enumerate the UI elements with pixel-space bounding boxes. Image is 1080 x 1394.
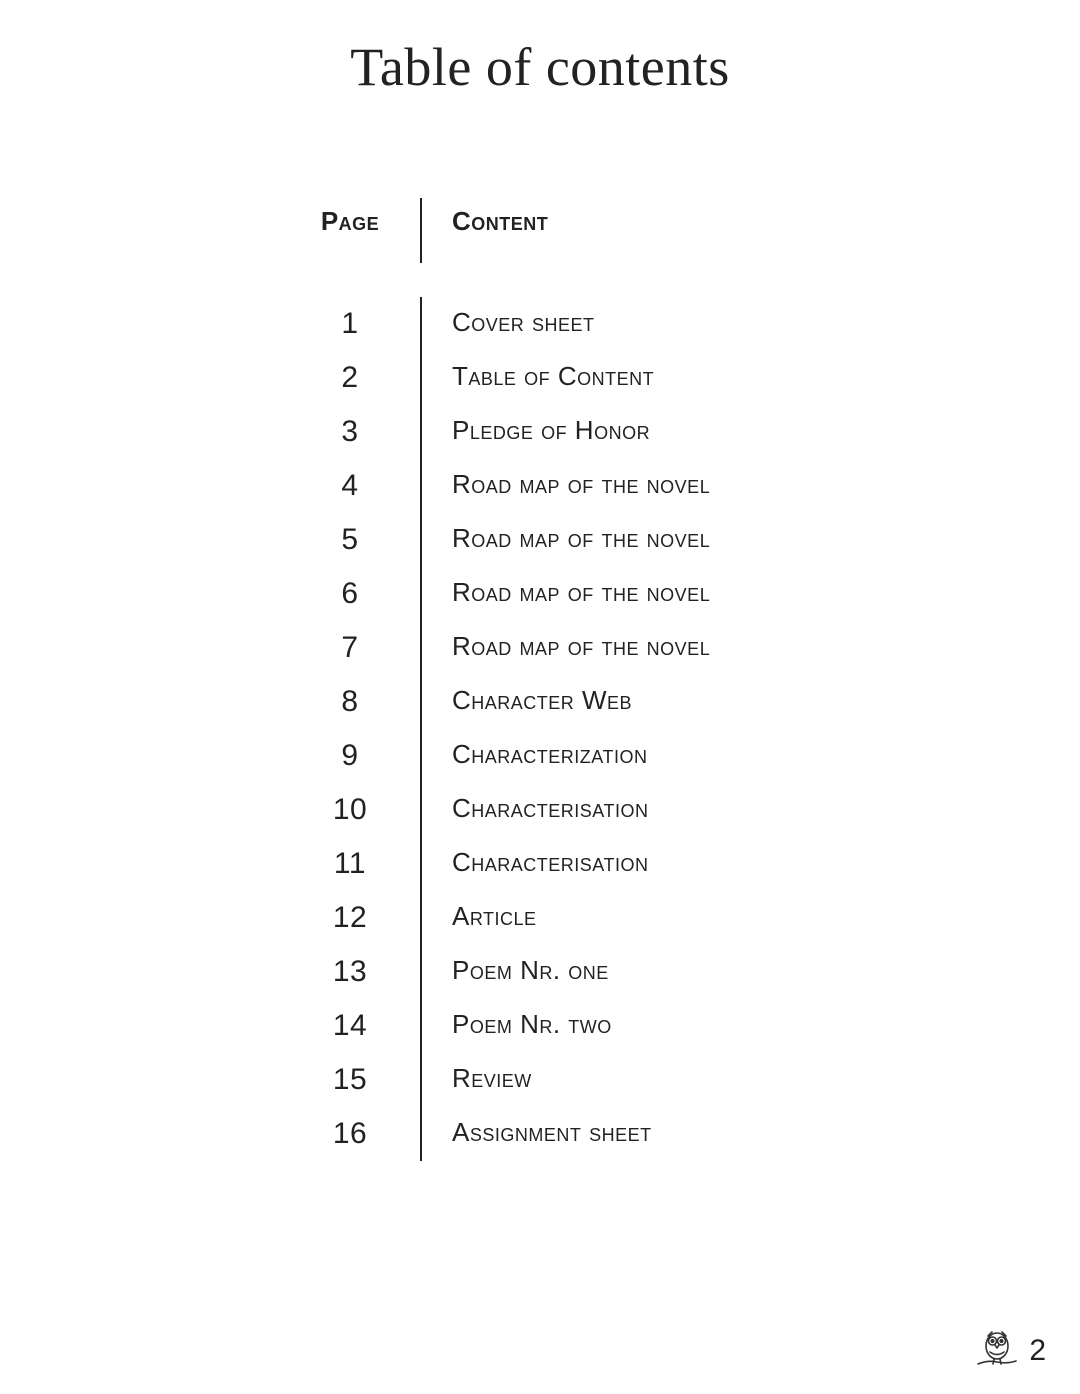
toc-row: 11Characterisation [280,837,800,891]
toc-body: 1Cover sheet2Table of Content3Pledge of … [280,297,800,1161]
toc-content-label: Cover sheet [422,297,800,351]
table-of-contents: Page Content 1Cover sheet2Table of Conte… [280,198,800,1161]
toc-page-number: 7 [280,621,420,675]
document-page: Table of contents Page Content 1Cover sh… [0,0,1080,1394]
toc-row: 7Road map of the novel [280,621,800,675]
toc-page-number: 4 [280,459,420,513]
toc-row: 16Assignment sheet [280,1107,800,1161]
toc-content-label: Article [422,891,800,945]
toc-row: 9Characterization [280,729,800,783]
toc-page-number: 8 [280,675,420,729]
toc-page-number: 15 [280,1053,420,1107]
toc-content-label: Assignment sheet [422,1107,800,1161]
toc-page-number: 1 [280,297,420,351]
toc-page-number: 3 [280,405,420,459]
toc-page-number: 6 [280,567,420,621]
toc-content-label: Road map of the novel [422,621,800,675]
toc-content-label: Poem Nr. one [422,945,800,999]
column-header-page: Page [280,198,420,263]
toc-row: 10Characterisation [280,783,800,837]
owl-icon [976,1324,1018,1372]
toc-page-number: 5 [280,513,420,567]
toc-page-number: 2 [280,351,420,405]
toc-page-number: 14 [280,999,420,1053]
toc-content-label: Poem Nr. two [422,999,800,1053]
toc-content-label: Character Web [422,675,800,729]
toc-content-label: Characterisation [422,837,800,891]
toc-page-number: 10 [280,783,420,837]
toc-row: 5Road map of the novel [280,513,800,567]
toc-page-number: 12 [280,891,420,945]
toc-content-label: Table of Content [422,351,800,405]
page-title: Table of contents [0,36,1080,98]
toc-row: 6Road map of the novel [280,567,800,621]
toc-row: 8Character Web [280,675,800,729]
toc-row: 1Cover sheet [280,297,800,351]
toc-page-number: 13 [280,945,420,999]
toc-content-label: Road map of the novel [422,459,800,513]
toc-content-label: Review [422,1053,800,1107]
toc-row: 13Poem Nr. one [280,945,800,999]
toc-content-label: Pledge of Honor [422,405,800,459]
toc-row: 15Review [280,1053,800,1107]
toc-content-label: Characterisation [422,783,800,837]
toc-row: 2Table of Content [280,351,800,405]
toc-page-number: 11 [280,837,420,891]
toc-content-label: Road map of the novel [422,513,800,567]
toc-row: 3Pledge of Honor [280,405,800,459]
toc-row: 14Poem Nr. two [280,999,800,1053]
toc-page-number: 9 [280,729,420,783]
column-header-content: Content [422,198,800,263]
toc-row: 4Road map of the novel [280,459,800,513]
toc-content-label: Road map of the novel [422,567,800,621]
toc-page-number: 16 [280,1107,420,1161]
page-number: 2 [1029,1334,1046,1368]
toc-header-row: Page Content [280,198,800,263]
toc-row: 12Article [280,891,800,945]
toc-content-label: Characterization [422,729,800,783]
